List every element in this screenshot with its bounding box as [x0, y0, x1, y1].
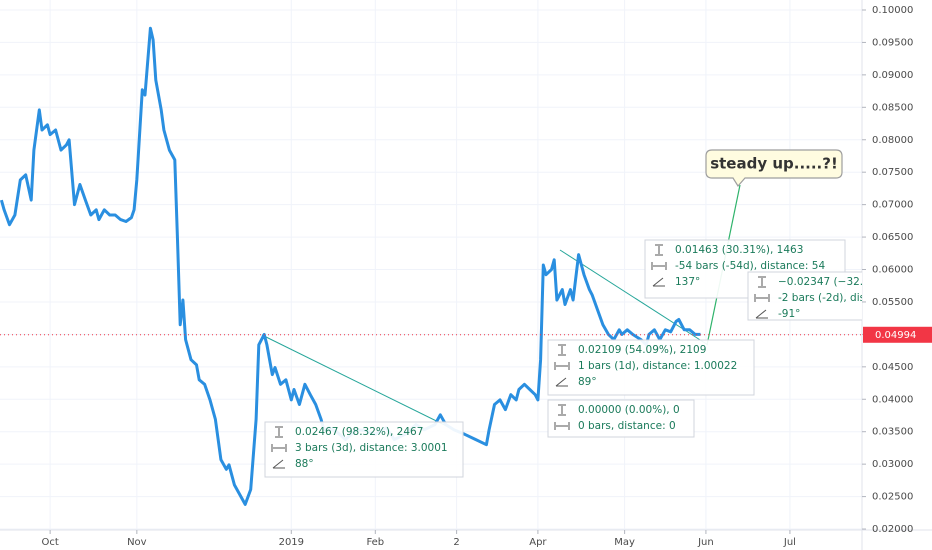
y-tick-label: 0.07500: [872, 167, 913, 178]
measure-text: 3 bars (3d), distance: 3.0001: [295, 442, 448, 454]
measure-text: 88°: [295, 458, 314, 470]
icon: [271, 444, 287, 452]
measure-box: [264, 421, 464, 478]
y-tick-label: 0.02000: [872, 524, 913, 535]
measure-text: 0.02467 (98.32%), 2467: [295, 426, 423, 438]
icon: [558, 404, 566, 416]
callout: steady up.....?!: [705, 149, 843, 188]
x-tick-label: Feb: [366, 537, 384, 548]
icon: [755, 309, 768, 319]
y-tick-label: 0.08000: [872, 135, 913, 146]
y-tick-label: 0.04500: [872, 362, 913, 373]
measure-box: [747, 271, 862, 321]
y-tick-label: 0.09500: [872, 37, 913, 48]
x-tick-label: Apr: [529, 537, 547, 548]
price-line: [0, 26, 701, 506]
measure-text: 0.01463 (30.31%), 1463: [675, 244, 803, 256]
measure-text: −0.02347 (−32.47: [778, 276, 877, 288]
callout-text: steady up.....?!: [710, 155, 838, 173]
measure-text: 0.00000 (0.00%), 0: [578, 404, 680, 416]
y-tick-label: 0.05500: [872, 297, 913, 308]
icon: [652, 277, 665, 287]
x-tick-label: 2019: [279, 537, 304, 548]
x-tick-label: Nov: [127, 537, 147, 548]
measure-text: 1 bars (1d), distance: 1.00022: [578, 360, 737, 372]
y-tick-label: 0.09000: [872, 70, 913, 81]
measure-text: -91°: [778, 308, 800, 320]
x-tick-label: Jun: [697, 537, 714, 548]
icon: [272, 459, 285, 469]
y-tick-label: 0.06000: [872, 265, 913, 276]
icon: [275, 426, 283, 438]
x-tick-label: May: [614, 537, 635, 548]
measure-box: [547, 339, 755, 396]
measure-box: [547, 399, 695, 438]
icon: [558, 344, 566, 356]
y-tick-label: 0.07000: [872, 200, 913, 211]
y-tick-label: 0.06500: [872, 232, 913, 243]
last-price-label: 0.04994: [875, 330, 916, 341]
icon: [758, 276, 766, 288]
icon: [554, 362, 570, 370]
y-tick-label: 0.02500: [872, 492, 913, 503]
measure-text: 89°: [578, 376, 597, 388]
icon: [555, 377, 568, 387]
measure-text: 0.02109 (54.09%), 2109: [578, 344, 706, 356]
y-tick-label: 0.03500: [872, 427, 913, 438]
icon: [554, 422, 570, 430]
measure-text: -54 bars (-54d), distance: 54: [675, 260, 825, 272]
callout-bubble: [705, 149, 843, 188]
y-tick-label: 0.04000: [872, 394, 913, 405]
measure-text: 137°: [675, 276, 700, 288]
x-tick-label: Jul: [783, 537, 796, 548]
annotations: 0.02467 (98.32%), 2467 3 bars (3d), dista…: [264, 239, 877, 478]
y-tick-label: 0.08500: [872, 102, 913, 113]
last-price-box: [863, 326, 932, 343]
measure-text: -2 bars (-2d), dis: [778, 292, 865, 304]
icon: [655, 244, 663, 256]
icon: [754, 294, 770, 302]
y-tick-label: 0.03000: [872, 459, 913, 470]
icon: [651, 262, 667, 270]
measure-text: 0 bars, distance: 0: [578, 420, 676, 432]
x-tick-label: Oct: [41, 537, 58, 548]
y-tick-label: 0.10000: [872, 5, 913, 16]
x-tick-label: 2: [453, 537, 459, 548]
